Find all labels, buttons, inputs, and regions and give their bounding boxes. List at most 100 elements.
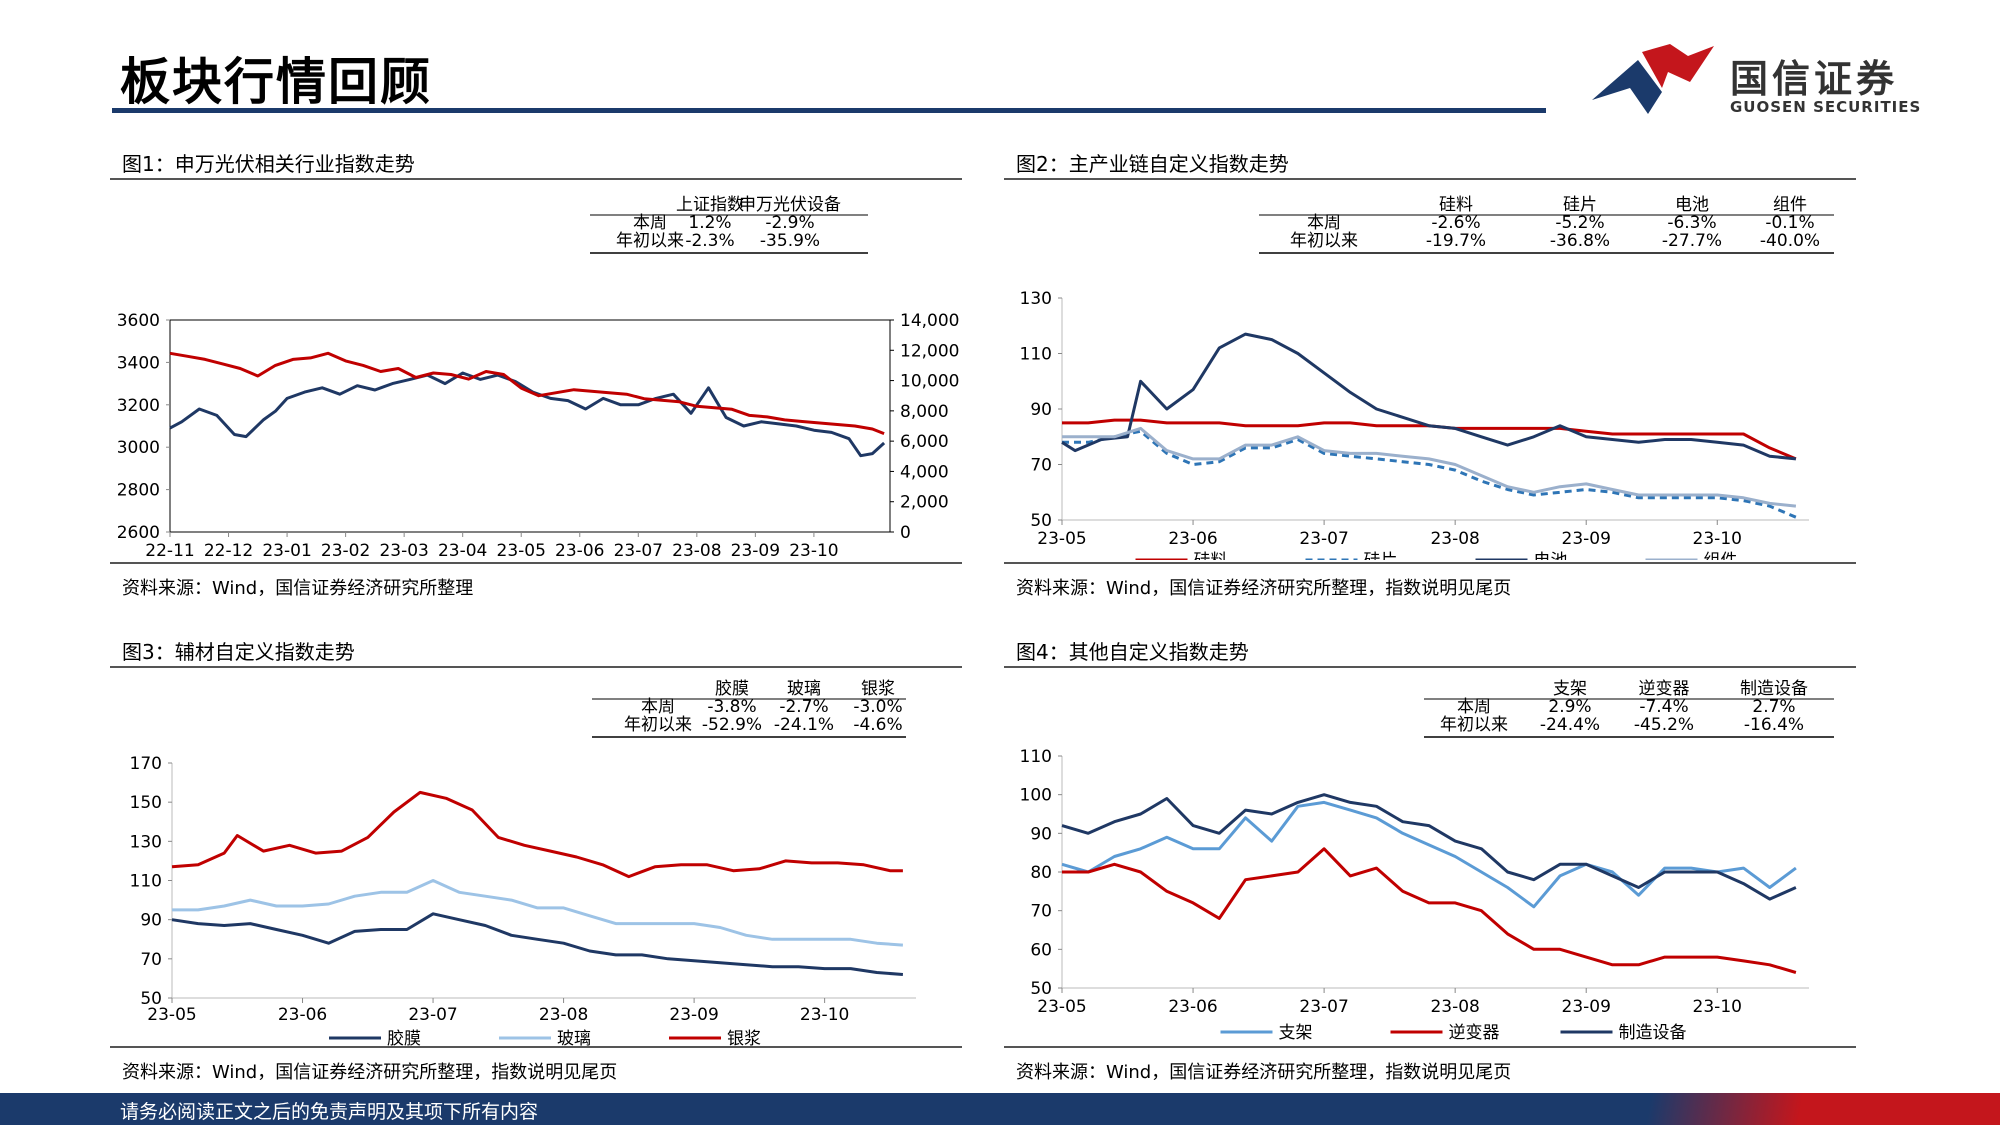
table-column-header: 玻璃 bbox=[787, 679, 821, 699]
y2-tick-label: 6,000 bbox=[900, 432, 949, 452]
panel-source: 资料来源：Wind，国信证券经济研究所整理，指数说明见尾页 bbox=[1016, 578, 1512, 599]
table-cell: 2.7% bbox=[1752, 697, 1795, 717]
y-tick-label: 110 bbox=[1020, 345, 1052, 365]
table-cell: -5.2% bbox=[1555, 213, 1604, 233]
y-tick-label: 3600 bbox=[117, 311, 160, 331]
panel-title: 图2：主产业链自定义指数走势 bbox=[1016, 152, 1289, 176]
x-tick-label: 23-06 bbox=[278, 1005, 327, 1025]
x-tick-label: 23-01 bbox=[262, 541, 311, 560]
x-tick-label: 23-08 bbox=[1430, 997, 1479, 1017]
table-column-header: 胶膜 bbox=[715, 679, 749, 699]
x-tick-label: 23-10 bbox=[800, 1005, 849, 1025]
series-line-3 bbox=[1061, 793, 1797, 901]
company-logo: 国信证券 GUOSEN SECURITIES bbox=[1590, 42, 1920, 122]
logo-blue-swoosh bbox=[1592, 60, 1662, 114]
table-cell: -4.6% bbox=[853, 715, 902, 735]
y-tick-label: 170 bbox=[130, 754, 162, 774]
series-line-1 bbox=[1061, 800, 1797, 909]
panel-title: 图4：其他自定义指数走势 bbox=[1016, 640, 1249, 664]
series-line-2 bbox=[1062, 847, 1797, 974]
x-tick-label: 23-05 bbox=[1037, 997, 1086, 1017]
bottom-bar-accent bbox=[1500, 1093, 2000, 1125]
table-cell: 1.2% bbox=[688, 213, 731, 233]
logo-mark-icon bbox=[1592, 44, 1714, 114]
y2-tick-label: 0 bbox=[900, 523, 911, 543]
panel-footer: 资料来源：Wind，国信证券经济研究所整理，指数说明见尾页 bbox=[1004, 1046, 1856, 1083]
series-line-2 bbox=[169, 351, 885, 435]
panel-4: 图4：其他自定义指数走势 支架 逆变器 制造设备 本周 2.9% -7.4% 2.7% 年初以… bbox=[1004, 628, 1856, 1088]
panel-source: 资料来源：Wind，国信证券经济研究所整理 bbox=[122, 578, 474, 599]
logo-name-en: GUOSEN SECURITIES bbox=[1730, 98, 1922, 116]
y-tick-label: 50 bbox=[1030, 511, 1052, 531]
x-tick-label: 23-10 bbox=[789, 541, 838, 560]
y-tick-label: 60 bbox=[1030, 940, 1052, 960]
table-row-label: 本周 bbox=[1307, 213, 1341, 233]
bottom-bar: 请务必阅读正文之后的免责声明及其项下所有内容 bbox=[0, 1093, 2000, 1125]
logo-name-cn: 国信证券 bbox=[1730, 57, 1899, 101]
panel-footer: 资料来源：Wind，国信证券经济研究所整理，指数说明见尾页 bbox=[1004, 562, 1856, 599]
table-row-label: 年初以来 bbox=[1290, 231, 1358, 251]
table-row-label: 本周 bbox=[633, 213, 667, 233]
x-tick-label: 23-08 bbox=[672, 541, 721, 560]
table-cell: -24.1% bbox=[774, 715, 834, 735]
x-tick-label: 23-05 bbox=[497, 541, 546, 560]
y-tick-label: 2600 bbox=[117, 523, 160, 543]
table-column-header: 硅料 bbox=[1439, 195, 1473, 215]
series-line-4 bbox=[1062, 426, 1797, 508]
x-tick-label: 23-03 bbox=[379, 541, 428, 560]
table-column-header: 电池 bbox=[1675, 195, 1709, 215]
legend-label: 胶膜 bbox=[387, 1029, 421, 1048]
disclaimer: 请务必阅读正文之后的免责声明及其项下所有内容 bbox=[120, 1101, 539, 1123]
series-line-3 bbox=[1061, 332, 1797, 461]
legend-label: 电池 bbox=[1534, 551, 1568, 560]
x-tick-label: 23-10 bbox=[1693, 997, 1742, 1017]
panel-title: 图1：申万光伏相关行业指数走势 bbox=[122, 152, 415, 176]
y2-tick-label: 14,000 bbox=[900, 311, 959, 331]
legend-label: 硅料 bbox=[1194, 551, 1228, 560]
y-tick-label: 3000 bbox=[117, 438, 160, 458]
series-line-2 bbox=[172, 879, 904, 947]
table-row-label: 年初以来 bbox=[624, 715, 692, 735]
table-cell: -2.9% bbox=[765, 213, 814, 233]
legend-label: 支架 bbox=[1279, 1023, 1313, 1043]
table-cell: -3.8% bbox=[707, 697, 756, 717]
page-title: 板块行情回顾 bbox=[120, 53, 432, 111]
panel-header: 图2：主产业链自定义指数走势 bbox=[1004, 140, 1856, 180]
x-tick-label: 23-06 bbox=[1168, 997, 1217, 1017]
x-tick-label: 23-04 bbox=[438, 541, 487, 560]
table-column-header: 支架 bbox=[1553, 679, 1587, 699]
y2-tick-label: 4,000 bbox=[900, 462, 949, 482]
x-tick-label: 23-08 bbox=[1430, 529, 1479, 549]
table-column-header: 银浆 bbox=[861, 679, 895, 699]
panel-3: 图3：辅材自定义指数走势 胶膜 玻璃 银浆 本周 -3.8% -2.7% -3.0% 年初以来… bbox=[110, 628, 962, 1088]
table-cell: -2.7% bbox=[779, 697, 828, 717]
y-tick-label: 110 bbox=[1020, 747, 1052, 767]
table-cell: -7.4% bbox=[1639, 697, 1688, 717]
y-tick-label: 80 bbox=[1030, 863, 1052, 883]
y-tick-label: 3400 bbox=[117, 353, 160, 373]
series-line-1 bbox=[171, 912, 904, 976]
table-row-label: 年初以来 bbox=[1440, 715, 1508, 735]
y-tick-label: 2800 bbox=[117, 481, 160, 501]
panel-footer: 资料来源：Wind，国信证券经济研究所整理 bbox=[110, 562, 962, 599]
series-line-1 bbox=[169, 371, 886, 458]
x-tick-label: 23-05 bbox=[147, 1005, 196, 1025]
y-tick-label: 110 bbox=[130, 872, 162, 892]
table-cell: -2.6% bbox=[1431, 213, 1480, 233]
x-tick-label: 23-06 bbox=[1168, 529, 1217, 549]
x-tick-label: 23-09 bbox=[669, 1005, 718, 1025]
legend-label: 硅片 bbox=[1364, 551, 1398, 560]
table-column-header: 申万光伏设备 bbox=[739, 195, 841, 215]
x-tick-label: 23-07 bbox=[408, 1005, 457, 1025]
legend-label: 银浆 bbox=[727, 1029, 761, 1048]
table-row-label: 本周 bbox=[1457, 697, 1491, 717]
panel-1: 图1：申万光伏相关行业指数走势 上证指数 申万光伏设备 本周 1.2% -2.9% 年初以… bbox=[110, 140, 962, 610]
table-column-header: 硅片 bbox=[1563, 195, 1597, 215]
table-cell: -3.0% bbox=[853, 697, 902, 717]
legend-label: 制造设备 bbox=[1619, 1023, 1687, 1043]
table-column-header: 制造设备 bbox=[1740, 679, 1808, 699]
panel-2: 图2：主产业链自定义指数走势 硅料 硅片 电池 组件 本周 -2.6% -5.2% -6.3%… bbox=[1004, 140, 1856, 610]
x-tick-label: 22-12 bbox=[204, 541, 253, 560]
